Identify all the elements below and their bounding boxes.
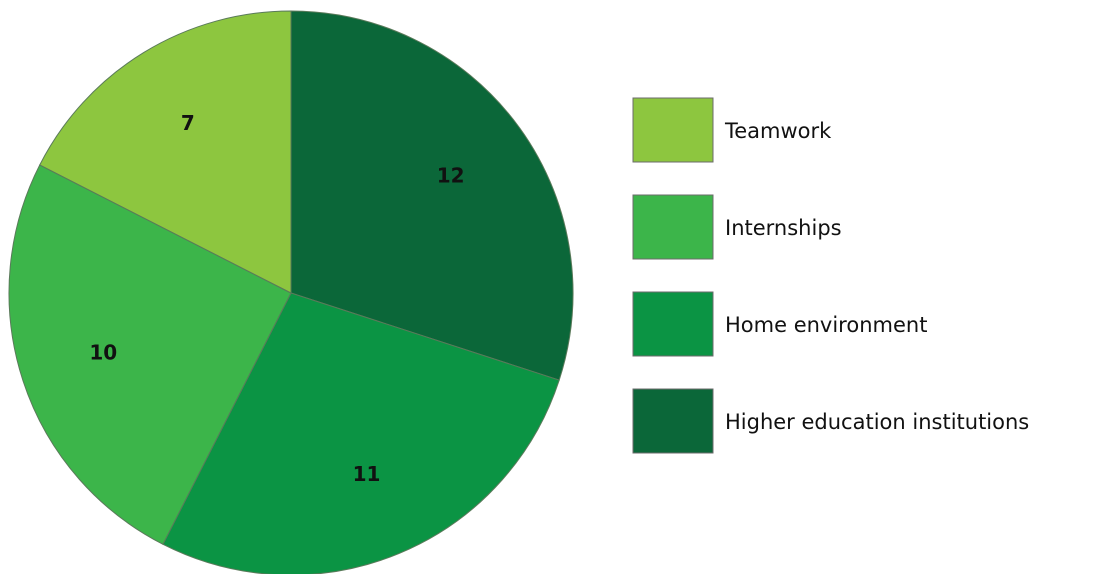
legend-swatch (632, 194, 714, 260)
pie-slice (162, 292, 560, 574)
legend-swatch (632, 388, 714, 454)
legend-label: Higher education institutions (725, 410, 1029, 434)
data-label: 11 (353, 462, 381, 486)
legend-label: Internships (725, 216, 842, 240)
data-label: 12 (437, 163, 465, 187)
data-label: 7 (181, 111, 195, 135)
pie-slice (8, 164, 292, 545)
legend-swatch (632, 97, 714, 163)
data-label: 10 (89, 340, 117, 364)
pie-slice (290, 10, 574, 381)
legend-swatch (632, 291, 714, 357)
legend-label: Home environment (725, 313, 927, 337)
pie-slice (39, 10, 292, 294)
legend-label: Teamwork (724, 119, 832, 143)
